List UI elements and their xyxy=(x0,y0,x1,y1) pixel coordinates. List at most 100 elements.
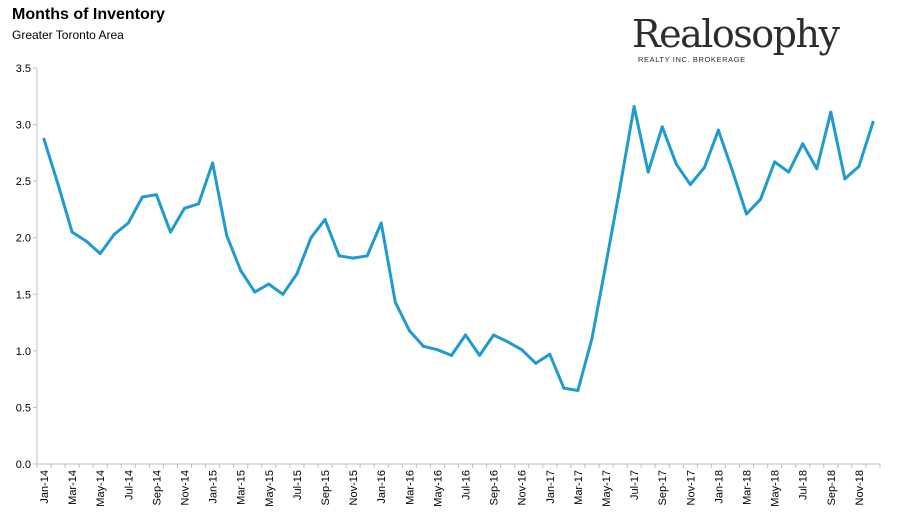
data-point xyxy=(548,352,552,356)
x-axis: Jan-14 Mar-14 May-14 Jul-14 Sep-14 Nov-14 Jan-… xyxy=(36,464,881,507)
y-tick-label: 2.5 xyxy=(16,176,31,188)
x-tick-label: Nov-16 xyxy=(517,470,529,505)
x-tick-label: Sep-16 xyxy=(489,470,501,505)
data-point xyxy=(42,137,46,141)
data-point xyxy=(464,333,468,337)
data-point xyxy=(478,353,482,357)
data-point xyxy=(646,170,650,174)
x-tick-label: Jul-16 xyxy=(461,470,473,500)
x-tick-label: Sep-17 xyxy=(657,470,669,505)
data-point xyxy=(618,185,622,189)
data-point xyxy=(393,300,397,304)
data-point xyxy=(688,183,692,187)
data-point xyxy=(787,170,791,174)
data-point xyxy=(660,125,664,129)
data-point xyxy=(843,177,847,181)
data-point xyxy=(435,348,439,352)
x-tick-label: Nov-18 xyxy=(854,470,866,505)
x-tick-label: Sep-18 xyxy=(826,470,838,505)
data-point xyxy=(534,361,538,365)
y-tick-label: 3.5 xyxy=(16,63,31,75)
data-point xyxy=(323,218,327,222)
x-tick-label: Nov-15 xyxy=(348,470,360,505)
data-point xyxy=(295,272,299,276)
x-tick-label: Jul-15 xyxy=(292,470,304,500)
data-point xyxy=(281,292,285,296)
x-tick-label: Jan-18 xyxy=(713,470,725,504)
data-point xyxy=(267,282,271,286)
data-point xyxy=(211,161,215,165)
data-point xyxy=(309,236,313,240)
data-point xyxy=(112,232,116,236)
data-point xyxy=(857,164,861,168)
x-tick-label: May-14 xyxy=(95,470,107,507)
data-point xyxy=(183,206,187,210)
x-tick-label: Jan-16 xyxy=(376,470,388,504)
data-point xyxy=(773,160,777,164)
data-point xyxy=(562,386,566,390)
x-tick-label: Mar-16 xyxy=(404,470,416,505)
data-point xyxy=(140,195,144,199)
y-tick-label: 2.0 xyxy=(16,233,31,245)
data-point xyxy=(871,120,875,124)
series-group xyxy=(42,104,875,392)
data-point xyxy=(225,233,229,237)
data-point xyxy=(745,212,749,216)
data-point xyxy=(492,333,496,337)
x-tick-label: Mar-17 xyxy=(573,470,585,505)
x-tick-label: Jul-14 xyxy=(123,470,135,500)
brand-name: Realosophy xyxy=(632,12,840,56)
data-point xyxy=(815,167,819,171)
data-point xyxy=(520,348,524,352)
x-tick-label: May-17 xyxy=(601,470,613,507)
x-tick-label: May-18 xyxy=(770,470,782,507)
data-point xyxy=(801,142,805,146)
x-tick-label: Mar-14 xyxy=(67,470,79,505)
x-tick-label: Mar-18 xyxy=(742,470,754,505)
data-point xyxy=(407,328,411,332)
data-point xyxy=(702,166,706,170)
x-tick-label: Jul-17 xyxy=(629,470,641,500)
data-point xyxy=(98,252,102,256)
x-tick-label: Jan-14 xyxy=(39,470,51,504)
x-tick-label: Jan-15 xyxy=(208,470,220,504)
data-point xyxy=(70,230,74,234)
data-point xyxy=(829,110,833,114)
data-point xyxy=(126,221,130,225)
x-tick-label: Jul-18 xyxy=(798,470,810,500)
data-point xyxy=(365,254,369,258)
data-point xyxy=(239,269,243,273)
data-point xyxy=(590,336,594,340)
data-point xyxy=(351,256,355,260)
data-point xyxy=(506,340,510,344)
data-point xyxy=(421,344,425,348)
x-tick-label: Sep-14 xyxy=(151,470,163,505)
data-point xyxy=(56,183,60,187)
x-tick-label: Sep-15 xyxy=(320,470,332,505)
data-point xyxy=(730,169,734,173)
x-tick-label: Nov-17 xyxy=(685,470,697,505)
data-point xyxy=(632,104,636,108)
x-tick-label: Jan-17 xyxy=(545,470,557,504)
data-point xyxy=(716,128,720,132)
data-point xyxy=(576,388,580,392)
x-tick-label: May-15 xyxy=(264,470,276,507)
data-point xyxy=(84,239,88,243)
data-point xyxy=(379,221,383,225)
y-tick-label: 3.0 xyxy=(16,120,31,132)
data-point xyxy=(168,230,172,234)
data-point xyxy=(604,262,608,266)
brand-logo: Realosophy REALTY INC. BROKERAGE xyxy=(632,12,840,64)
brand-tagline: REALTY INC. BROKERAGE xyxy=(638,55,746,64)
chart-subtitle: Greater Toronto Area xyxy=(12,28,124,42)
data-point xyxy=(449,353,453,357)
chart-title: Months of Inventory xyxy=(12,6,165,23)
y-tick-label: 0.5 xyxy=(16,402,31,414)
y-tick-label: 1.0 xyxy=(16,346,31,358)
series-line xyxy=(42,105,875,392)
data-point xyxy=(253,290,257,294)
y-tick-label: 1.5 xyxy=(16,289,31,301)
x-tick-label: Nov-14 xyxy=(180,470,192,505)
data-point xyxy=(674,162,678,166)
